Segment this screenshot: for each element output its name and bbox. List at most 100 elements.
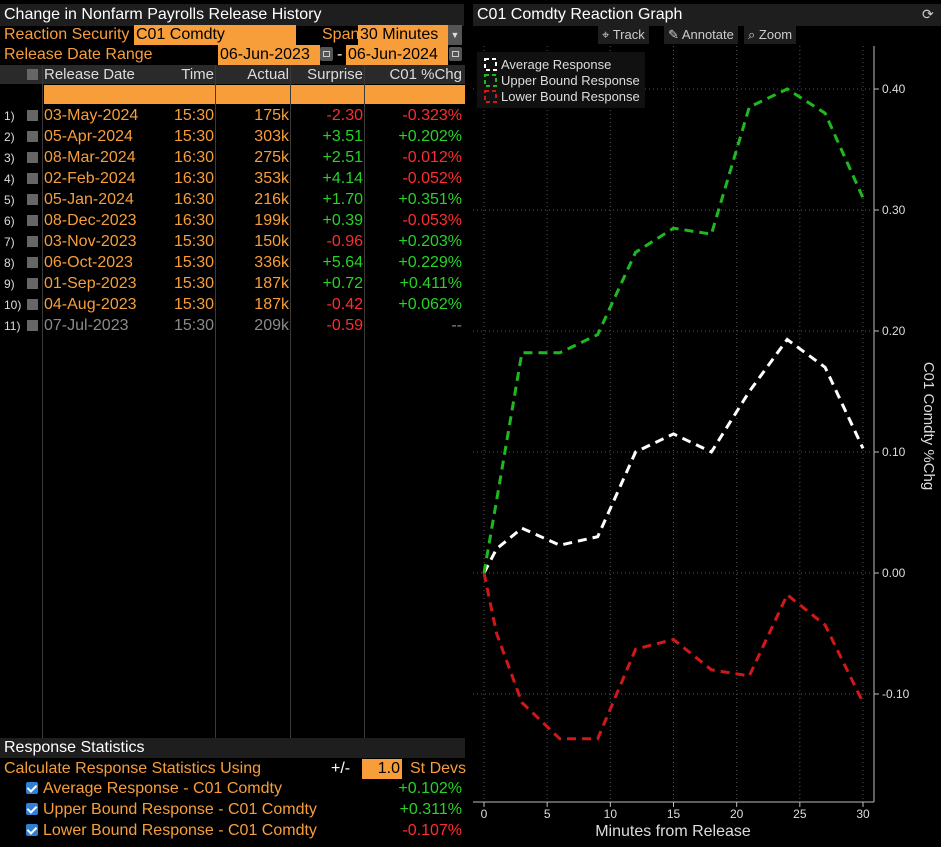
table-row[interactable]: 5) 05-Jan-2024 16:30 216k +1.70 +0.351% <box>0 189 465 210</box>
table-row[interactable]: 3) 08-Mar-2024 16:30 275k +2.51 -0.012% <box>0 147 465 168</box>
row-checkbox[interactable] <box>27 299 38 310</box>
table-row[interactable]: 8) 06-Oct-2023 15:30 336k +5.64 +0.229% <box>0 252 465 273</box>
zoom-button[interactable]: ⌕ Zoom <box>744 26 797 44</box>
range-start-field[interactable]: 06-Jun-2023 <box>218 45 320 65</box>
surprise-cell: +0.72 <box>322 275 363 292</box>
release-date-cell: 04-Aug-2023 <box>44 296 137 313</box>
span-value: 30 Minutes <box>360 26 439 43</box>
reaction-security-field[interactable]: C01 Comdty <box>134 25 296 45</box>
actual-cell: 150k <box>254 233 289 250</box>
reaction-chart[interactable]: 0.40 0.30 0.20 0.10 0.00 -0.10 0 5 10 15 20 25 30 Ave… <box>473 46 941 847</box>
column-divider <box>42 65 43 740</box>
row-checkbox[interactable] <box>27 131 38 142</box>
row-checkbox[interactable] <box>27 320 38 331</box>
zoom-label: Zoom <box>758 27 793 42</box>
row-checkbox[interactable] <box>27 152 38 163</box>
legend-swatch <box>484 90 497 103</box>
series-line-1[interactable] <box>482 87 865 574</box>
row-checkbox[interactable] <box>27 110 38 121</box>
time-cell: 16:30 <box>173 170 214 187</box>
table-row[interactable]: 11) 07-Jul-2023 15:30 209k -0.59 -- <box>0 315 465 336</box>
span-select[interactable]: 30 Minutes <box>358 25 448 45</box>
table-row[interactable]: 6) 08-Dec-2023 16:30 199k +0.39 -0.053% <box>0 210 465 231</box>
x-tick-label: 30 <box>856 807 870 821</box>
calendar-icon[interactable] <box>320 47 333 61</box>
stats-label: Lower Bound Response - C01 Comdty <box>43 822 317 839</box>
surprise-cell: +2.51 <box>322 149 363 166</box>
c01-chg-cell: -0.012% <box>402 149 462 166</box>
stats-title-bar: Response Statistics <box>0 738 465 758</box>
actual-cell: 175k <box>254 107 289 124</box>
pencil-icon: ✎ <box>668 27 679 42</box>
row-checkbox[interactable] <box>27 257 38 268</box>
row-number: 11) <box>4 319 21 333</box>
row-checkbox[interactable] <box>27 215 38 226</box>
table-row[interactable]: 4) 02-Feb-2024 16:30 353k +4.14 -0.052% <box>0 168 465 189</box>
actual-cell: 209k <box>254 317 289 334</box>
actual-cell: 303k <box>254 128 289 145</box>
stats-checkbox[interactable] <box>26 782 38 794</box>
y-tick-label: -0.10 <box>882 687 910 701</box>
column-header-c01-chg[interactable]: C01 %Chg <box>389 66 462 83</box>
c01-chg-cell: -0.323% <box>402 107 462 124</box>
legend-swatch <box>484 58 497 71</box>
x-tick-label: 15 <box>667 807 681 821</box>
column-header-surprise[interactable]: Surprise <box>307 66 363 83</box>
track-button[interactable]: ⌖ Track <box>598 26 649 44</box>
actual-cell: 216k <box>254 191 289 208</box>
range-dash: - <box>337 46 343 63</box>
table-row[interactable]: 2) 05-Apr-2024 15:30 303k +3.51 +0.202% <box>0 126 465 147</box>
table-row[interactable]: 9) 01-Sep-2023 15:30 187k +0.72 +0.411% <box>0 273 465 294</box>
actual-cell: 353k <box>254 170 289 187</box>
refresh-icon[interactable]: ⟳ <box>922 6 934 22</box>
column-header-time[interactable]: Time <box>181 66 214 83</box>
actual-cell: 199k <box>254 212 289 229</box>
c01-chg-cell: +0.203% <box>398 233 462 250</box>
table-row[interactable]: 7) 03-Nov-2023 15:30 150k -0.96 +0.203% <box>0 231 465 252</box>
stats-checkbox[interactable] <box>26 824 38 836</box>
column-header-actual[interactable]: Actual <box>247 66 289 83</box>
y-axis-label: C01 Comdty %Chg <box>920 362 937 490</box>
time-cell: 15:30 <box>173 233 214 250</box>
row-checkbox[interactable] <box>27 236 38 247</box>
actual-cell: 275k <box>254 149 289 166</box>
span-dropdown-icon[interactable]: ▼ <box>448 25 462 45</box>
track-label: Track <box>612 27 645 42</box>
range-end-value: 06-Jun-2024 <box>348 46 438 63</box>
annotate-button[interactable]: ✎ Annotate <box>664 26 738 44</box>
x-tick-label: 25 <box>793 807 807 821</box>
table-row[interactable]: 10) 04-Aug-2023 15:30 187k -0.42 +0.062% <box>0 294 465 315</box>
right-panel-title: C01 Comdty Reaction Graph <box>473 4 941 26</box>
release-date-cell: 05-Jan-2024 <box>44 191 134 208</box>
range-start-value: 06-Jun-2023 <box>220 46 310 63</box>
column-header-release-date[interactable]: Release Date <box>44 66 135 83</box>
table-filter-row[interactable] <box>44 85 465 104</box>
table-header: Release Date Time Actual Surprise C01 %C… <box>0 65 465 84</box>
reaction-security-value: C01 Comdty <box>136 26 225 43</box>
stats-checkbox[interactable] <box>26 803 38 815</box>
calendar-icon[interactable] <box>449 47 462 61</box>
c01-chg-cell: -- <box>451 317 462 334</box>
select-all-checkbox[interactable] <box>27 69 38 80</box>
stats-label: Upper Bound Response - C01 Comdty <box>43 801 317 818</box>
annotate-label: Annotate <box>681 27 734 42</box>
surprise-cell: +1.70 <box>322 191 363 208</box>
series-line-2[interactable] <box>482 572 865 741</box>
stats-row: Lower Bound Response - C01 Comdty -0.107% <box>0 820 465 841</box>
table-row[interactable]: 1) 03-May-2024 15:30 175k -2.30 -0.323% <box>0 105 465 126</box>
actual-cell: 336k <box>254 254 289 271</box>
row-number: 10) <box>4 298 22 312</box>
row-checkbox[interactable] <box>27 173 38 184</box>
y-tick-label: 0.30 <box>882 203 906 217</box>
magnifier-icon: ⌕ <box>748 27 756 42</box>
stdev-input[interactable]: 1.0 <box>362 759 402 779</box>
row-number: 6) <box>4 214 15 228</box>
row-checkbox[interactable] <box>27 278 38 289</box>
release-date-cell: 08-Mar-2024 <box>44 149 136 166</box>
row-number: 8) <box>4 256 15 270</box>
release-date-cell: 08-Dec-2023 <box>44 212 137 229</box>
row-checkbox[interactable] <box>27 194 38 205</box>
range-end-field[interactable]: 06-Jun-2024 <box>346 45 448 65</box>
actual-cell: 187k <box>254 296 289 313</box>
y-tick-label: 0.20 <box>882 324 906 338</box>
